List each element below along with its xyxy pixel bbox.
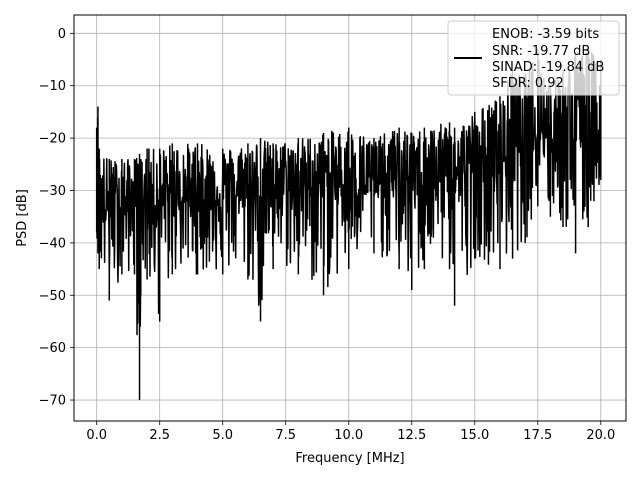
legend-box — [447, 20, 620, 96]
x-axis-ticks: 0.0 2.5 5.0 7.5 10.0 12.5 15.0 17.5 20.0 — [86, 421, 615, 443]
x-tick-label: 15.0 — [460, 428, 489, 443]
x-tick-label: 17.5 — [523, 428, 552, 443]
y-tick-label: 0 — [58, 27, 66, 42]
legend-entry-snr: SNR: -19.77 dB — [492, 44, 590, 59]
y-tick-label: −50 — [39, 289, 66, 304]
psd-series-line — [95, 49, 602, 401]
x-tick-label: 12.5 — [397, 428, 426, 443]
y-tick-label: −60 — [39, 341, 66, 356]
y-axis-label: PSD [dB] — [15, 189, 30, 247]
x-tick-label: 20.0 — [586, 428, 615, 443]
y-tick-label: −10 — [39, 79, 66, 94]
legend-entry-sfdr: SFDR: 0.92 — [492, 76, 564, 91]
x-tick-label: 2.5 — [149, 428, 170, 443]
y-tick-label: −20 — [39, 132, 66, 147]
y-tick-label: −30 — [39, 184, 66, 199]
x-tick-label: 10.0 — [334, 428, 363, 443]
x-tick-label: 0.0 — [86, 428, 107, 443]
x-tick-label: 5.0 — [212, 428, 233, 443]
legend: ENOB: -3.59 bits SNR: -19.77 dB SINAD: -… — [447, 20, 620, 96]
y-tick-label: −70 — [39, 394, 66, 409]
series-group — [95, 49, 602, 401]
x-axis-label: Frequency [MHz] — [295, 451, 404, 466]
y-tick-label: −40 — [39, 236, 66, 251]
legend-entry-enob: ENOB: -3.59 bits — [492, 27, 599, 42]
y-axis-ticks: 0 −10 −20 −30 −40 −50 −60 −70 — [39, 27, 74, 409]
legend-entry-sinad: SINAD: -19.84 dB — [492, 60, 604, 75]
plot-frame — [73, 14, 627, 422]
x-tick-label: 7.5 — [275, 428, 296, 443]
